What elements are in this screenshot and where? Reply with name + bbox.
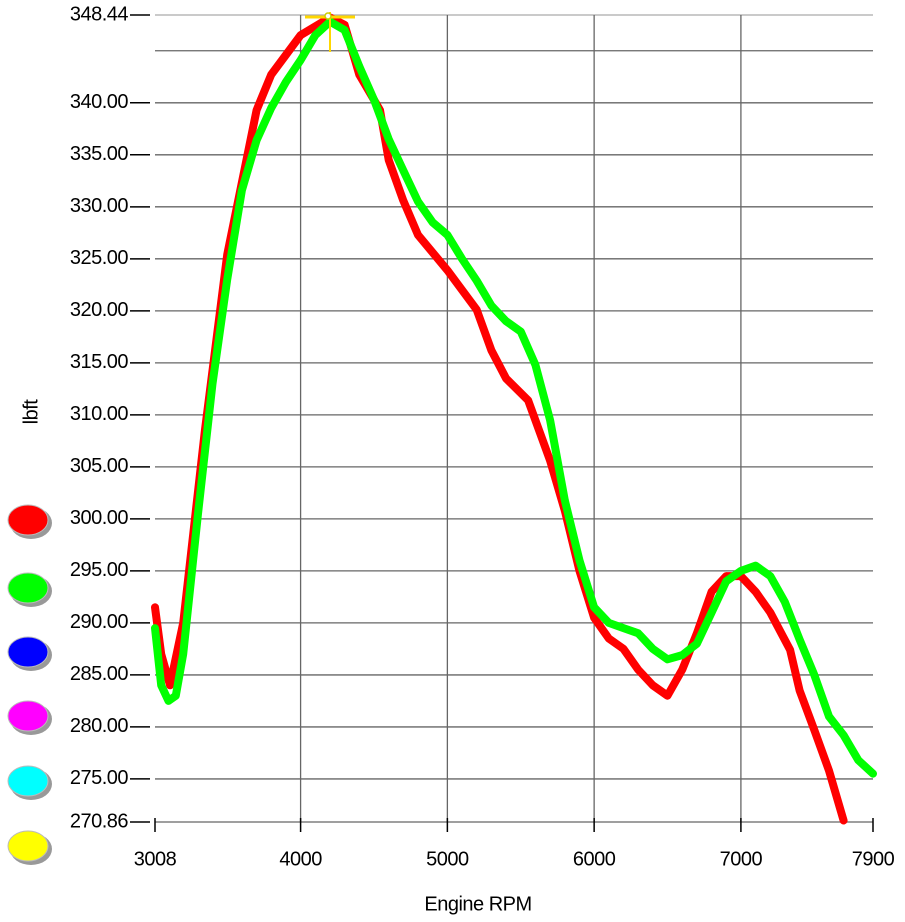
line-series (151, 17, 877, 778)
legend-swatch (7, 830, 49, 862)
x-tick-label: 5000 (426, 848, 469, 870)
line-series (151, 13, 848, 825)
y-tick-label: 290.00 (70, 611, 129, 633)
y-axis-label: lbft (20, 399, 42, 425)
x-axis-label: Engine RPM (424, 893, 531, 915)
y-tick-label: 285.00 (70, 663, 129, 685)
x-tick-label: 7900 (852, 848, 895, 870)
legend-swatch (7, 700, 49, 732)
legend-swatch (7, 636, 49, 668)
x-tick-label: 4000 (279, 848, 322, 870)
plot-area: 270.86 275.00 280.00 285.00 290.00 295.00 300.… (70, 3, 895, 870)
y-tick-label: 340.00 (70, 91, 129, 113)
y-tick-label: 280.00 (70, 715, 129, 737)
y-tick-label: 310.00 (70, 403, 129, 425)
legend-swatch (7, 504, 49, 536)
y-tick-label: 275.00 (70, 767, 129, 789)
y-tick-label: 335.00 (70, 143, 129, 165)
legend-swatch (7, 765, 49, 797)
y-tick-label: 348.44 (70, 3, 129, 25)
y-tick-label: 325.00 (70, 247, 129, 269)
y-tick-label: 315.00 (70, 351, 129, 373)
x-tick-label: 7000 (720, 848, 763, 870)
y-tick-label: 270.86 (70, 810, 129, 832)
x-tick-label: 3008 (134, 848, 177, 870)
legend-swatch (7, 572, 49, 604)
x-tick-label: 6000 (573, 848, 616, 870)
y-tick-label: 295.00 (70, 559, 129, 581)
y-tick-label: 305.00 (70, 455, 129, 477)
y-tick-label: 320.00 (70, 299, 129, 321)
cursor (305, 12, 355, 52)
y-tick-label: 300.00 (70, 507, 129, 529)
y-tick-label: 330.00 (70, 195, 129, 217)
